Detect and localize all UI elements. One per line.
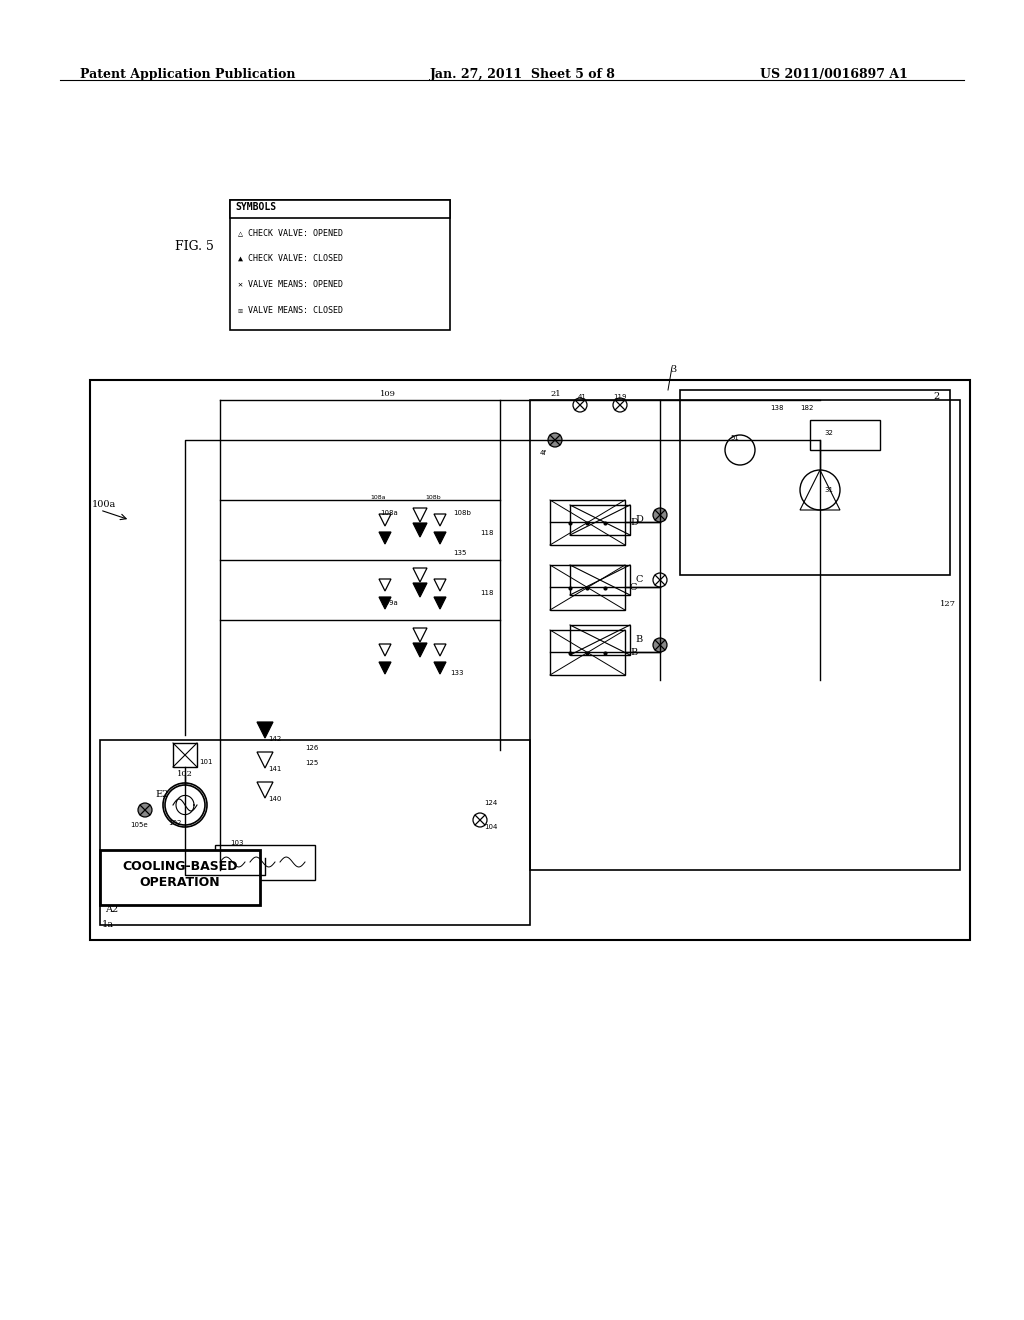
Circle shape: [548, 433, 562, 447]
Text: COOLING-BASED
OPERATION: COOLING-BASED OPERATION: [122, 859, 238, 890]
Text: 135: 135: [453, 550, 466, 556]
Text: D: D: [630, 517, 638, 527]
Circle shape: [653, 508, 667, 521]
Bar: [550, 630, 625, 675]
Bar: [570, 624, 630, 655]
Polygon shape: [434, 663, 446, 675]
Bar: [550, 500, 625, 545]
Polygon shape: [379, 663, 391, 675]
Text: 105e: 105e: [130, 822, 147, 828]
Text: 108b: 108b: [453, 510, 471, 516]
Bar: [173, 743, 197, 767]
Text: ☒ VALVE MEANS: CLOSED: ☒ VALVE MEANS: CLOSED: [238, 306, 343, 315]
Text: Jan. 27, 2011  Sheet 5 of 8: Jan. 27, 2011 Sheet 5 of 8: [430, 69, 615, 81]
Text: 4f: 4f: [540, 450, 547, 455]
Text: C: C: [635, 576, 642, 585]
Bar: [570, 506, 630, 535]
Text: 101: 101: [199, 759, 213, 766]
Text: 126: 126: [305, 744, 318, 751]
Polygon shape: [413, 583, 427, 597]
Bar: [230, 201, 450, 218]
Text: 182: 182: [800, 405, 813, 411]
Text: 21: 21: [550, 389, 560, 399]
Text: 118: 118: [480, 590, 494, 597]
Text: 141: 141: [268, 766, 282, 772]
Text: 142: 142: [268, 737, 282, 742]
Text: 32: 32: [824, 430, 833, 436]
Text: 109: 109: [380, 389, 396, 399]
Text: ▲ CHECK VALVE: CLOSED: ▲ CHECK VALVE: CLOSED: [238, 253, 343, 263]
Text: D: D: [635, 516, 643, 524]
Text: 124: 124: [484, 800, 498, 807]
Text: 102: 102: [168, 820, 181, 826]
Circle shape: [653, 638, 667, 652]
Bar: [810, 420, 880, 450]
Text: 109a: 109a: [380, 601, 397, 606]
Text: B: B: [630, 648, 637, 657]
Text: 119: 119: [613, 393, 627, 400]
Text: 104: 104: [484, 824, 498, 830]
Bar: [550, 565, 625, 610]
Bar: [90, 380, 970, 940]
Text: △ CHECK VALVE: OPENED: △ CHECK VALVE: OPENED: [238, 228, 343, 238]
Text: 100a: 100a: [92, 500, 117, 510]
Text: 140: 140: [268, 796, 282, 803]
Text: 118: 118: [480, 531, 494, 536]
Polygon shape: [434, 532, 446, 544]
Polygon shape: [413, 643, 427, 657]
Text: 133: 133: [450, 671, 464, 676]
Polygon shape: [434, 597, 446, 609]
Text: 108b: 108b: [425, 495, 440, 500]
Text: 2: 2: [934, 392, 940, 401]
Text: ✕ VALVE MEANS: OPENED: ✕ VALVE MEANS: OPENED: [238, 280, 343, 289]
Text: Patent Application Publication: Patent Application Publication: [80, 69, 296, 81]
Text: 31: 31: [824, 487, 833, 492]
Polygon shape: [379, 532, 391, 544]
Text: 3: 3: [670, 366, 676, 374]
Text: C: C: [630, 583, 637, 591]
Text: US 2011/0016897 A1: US 2011/0016897 A1: [760, 69, 908, 81]
Bar: [215, 845, 315, 880]
Bar: [530, 400, 961, 870]
Text: 127: 127: [940, 601, 956, 609]
Text: FIG. 5: FIG. 5: [175, 240, 214, 253]
Text: 108a: 108a: [380, 510, 397, 516]
Text: E2: E2: [155, 789, 168, 799]
Text: 102: 102: [177, 770, 193, 777]
Text: 51: 51: [730, 436, 739, 441]
Polygon shape: [257, 722, 273, 738]
Polygon shape: [413, 523, 427, 537]
Bar: [100, 741, 530, 925]
Text: 125: 125: [305, 760, 318, 766]
Polygon shape: [379, 597, 391, 609]
Text: 108a: 108a: [370, 495, 385, 500]
Bar: [680, 389, 950, 576]
Circle shape: [138, 803, 152, 817]
Text: 138: 138: [770, 405, 783, 411]
Bar: [230, 201, 450, 330]
Text: SYMBOLS: SYMBOLS: [234, 202, 276, 213]
Text: A2: A2: [105, 906, 118, 913]
Bar: [100, 850, 260, 906]
Text: B: B: [635, 635, 642, 644]
Bar: [570, 565, 630, 595]
Text: 1a: 1a: [102, 920, 114, 929]
Text: 103: 103: [230, 840, 244, 846]
Text: 41: 41: [578, 393, 587, 400]
